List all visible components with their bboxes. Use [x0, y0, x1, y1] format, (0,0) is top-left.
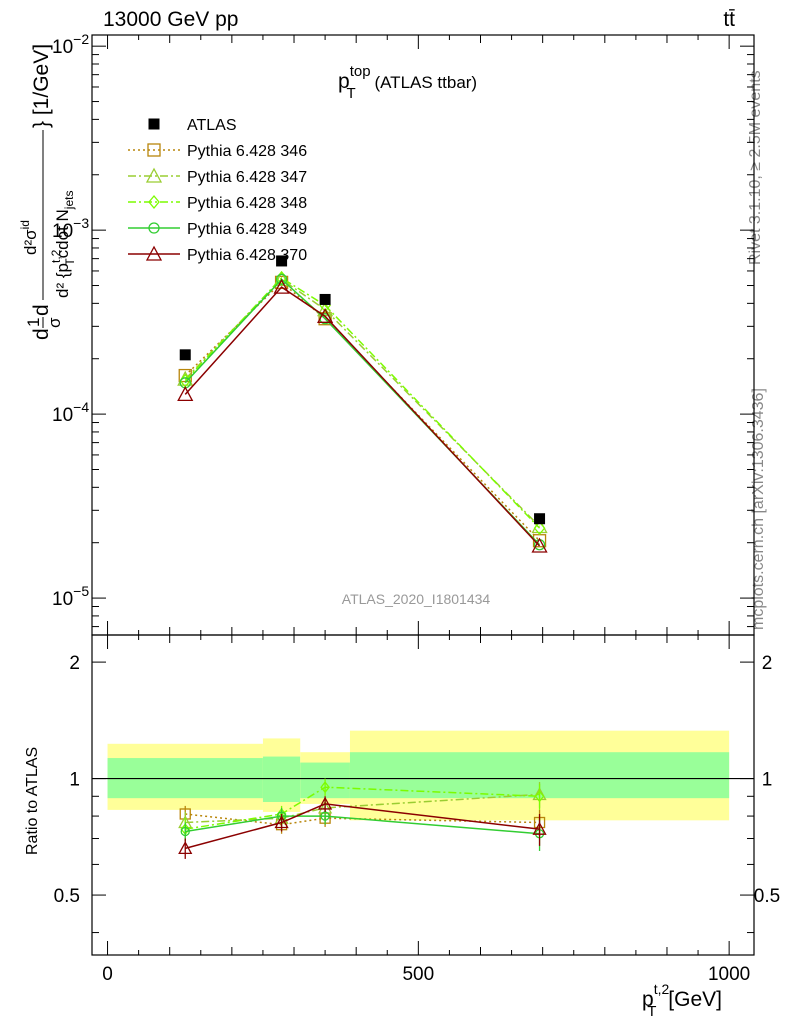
series-0-point — [318, 312, 332, 326]
legend-marker — [148, 194, 160, 210]
ratio-plot-frame — [91, 634, 755, 956]
plot-title: ptop T (ATLAS ttbar) — [338, 63, 477, 102]
legend: ATLAS Pythia 6.428 346 Pythia 6.428 347 Pyt… — [128, 117, 307, 264]
ratio-3-point — [180, 826, 190, 837]
ratio-3-point — [320, 811, 330, 821]
atlas-data-point — [534, 513, 546, 525]
ratio-y-tick-label-right: 1 — [762, 770, 773, 791]
svg-text:1: 1 — [24, 318, 43, 327]
legend-label: Pythia 6.428 349 — [187, 221, 307, 238]
ratio-uncertainty-bands — [92, 730, 754, 821]
x-tick-label: 0 — [102, 964, 113, 985]
ratio-y-tick-label-right: 2 — [762, 653, 773, 674]
series-4-point — [317, 307, 334, 323]
legend-marker — [147, 143, 161, 157]
ratio-4-point — [318, 796, 333, 810]
green-band-bin-1 — [262, 756, 301, 802]
ratio-line-2 — [185, 786, 540, 830]
ratio-line-3 — [185, 815, 540, 835]
legend-label: Pythia 6.428 370 — [187, 247, 307, 264]
legend-label: Pythia 6.428 347 — [187, 169, 307, 186]
legend-marker — [148, 222, 160, 234]
main-y-tick-label: 10−2 — [52, 31, 89, 58]
ratio-2-point — [534, 790, 545, 803]
svg-text:d²σid: d²σid — [18, 220, 40, 255]
series-3-point — [275, 273, 288, 286]
series-4-point — [273, 278, 290, 294]
svg-text:σ: σ — [45, 317, 64, 328]
x-axis-label: pt,2 T [GeV] — [642, 981, 722, 1020]
atlas-data-point — [319, 293, 331, 305]
legend-label: Pythia 6.428 348 — [187, 195, 307, 212]
ratio-y-tick-label: 2 — [69, 653, 80, 674]
legend-label: Pythia 6.428 346 — [187, 143, 307, 160]
atlas-data-point — [179, 349, 191, 361]
ratio-y-tick-label-right: 0.5 — [754, 886, 780, 907]
analysis-id-label: ATLAS_2020_I1801434 — [342, 591, 491, 607]
ratio-2-point — [320, 781, 330, 794]
svg-text:d: d — [30, 328, 53, 340]
mcplots-label: mcplots.cern.ch [arXiv:1306.3436] — [750, 388, 767, 630]
series-2-point — [533, 521, 546, 536]
main-y-tick-label: 10−4 — [52, 399, 89, 426]
final-state-label: tt̄ — [723, 8, 735, 31]
x-tick-label: 1000 — [708, 964, 750, 985]
svg-text:} [1/GeV]: } [1/GeV] — [30, 44, 53, 128]
series-line-4 — [184, 286, 541, 547]
svg-text:d: d — [30, 304, 53, 316]
ratio-4-point — [178, 841, 193, 855]
axis-ticks: 0 500 1000 10−2 10−3 10−4 10−5 2 2 1 1 0.5 0.5 — [52, 31, 780, 985]
svg-text:d² {pt,2Tcdot Njets: d² {pt,2Tcdot Njets — [49, 191, 77, 299]
legend-marker — [145, 167, 163, 183]
legend-marker — [145, 245, 163, 261]
ratio-4-point — [274, 815, 289, 829]
ratio-y-axis-label: Ratio to ATLAS — [24, 747, 41, 855]
main-y-tick-label: 10−3 — [52, 215, 89, 242]
ratio-y-tick-label: 1 — [69, 770, 80, 791]
ratio-line-4 — [185, 803, 540, 850]
series-line-2 — [184, 276, 541, 529]
main-y-axis-label: d 1 σ d d²σid d² {pt,2Tcdot Njets } [1/G… — [18, 44, 77, 340]
main-y-tick-label: 10−5 — [52, 583, 89, 610]
ratio-y-tick-label: 0.5 — [54, 886, 80, 907]
x-tick-label: 500 — [402, 964, 434, 985]
series-4-point — [531, 537, 548, 553]
ratio-4-point — [532, 821, 547, 835]
legend-marker — [148, 118, 160, 130]
rivet-version-label: Rivet 3.1.10, ≥ 2.5M events — [747, 70, 764, 265]
main-series-layer — [177, 255, 548, 553]
process-label: 13000 GeV pp — [103, 8, 238, 31]
series-4-point — [177, 386, 194, 402]
legend-label: ATLAS — [187, 117, 237, 134]
atlas-data-point — [276, 255, 288, 267]
series-line-0 — [184, 281, 541, 542]
series-line-3 — [184, 278, 541, 546]
ratio-series-layer — [178, 778, 547, 859]
